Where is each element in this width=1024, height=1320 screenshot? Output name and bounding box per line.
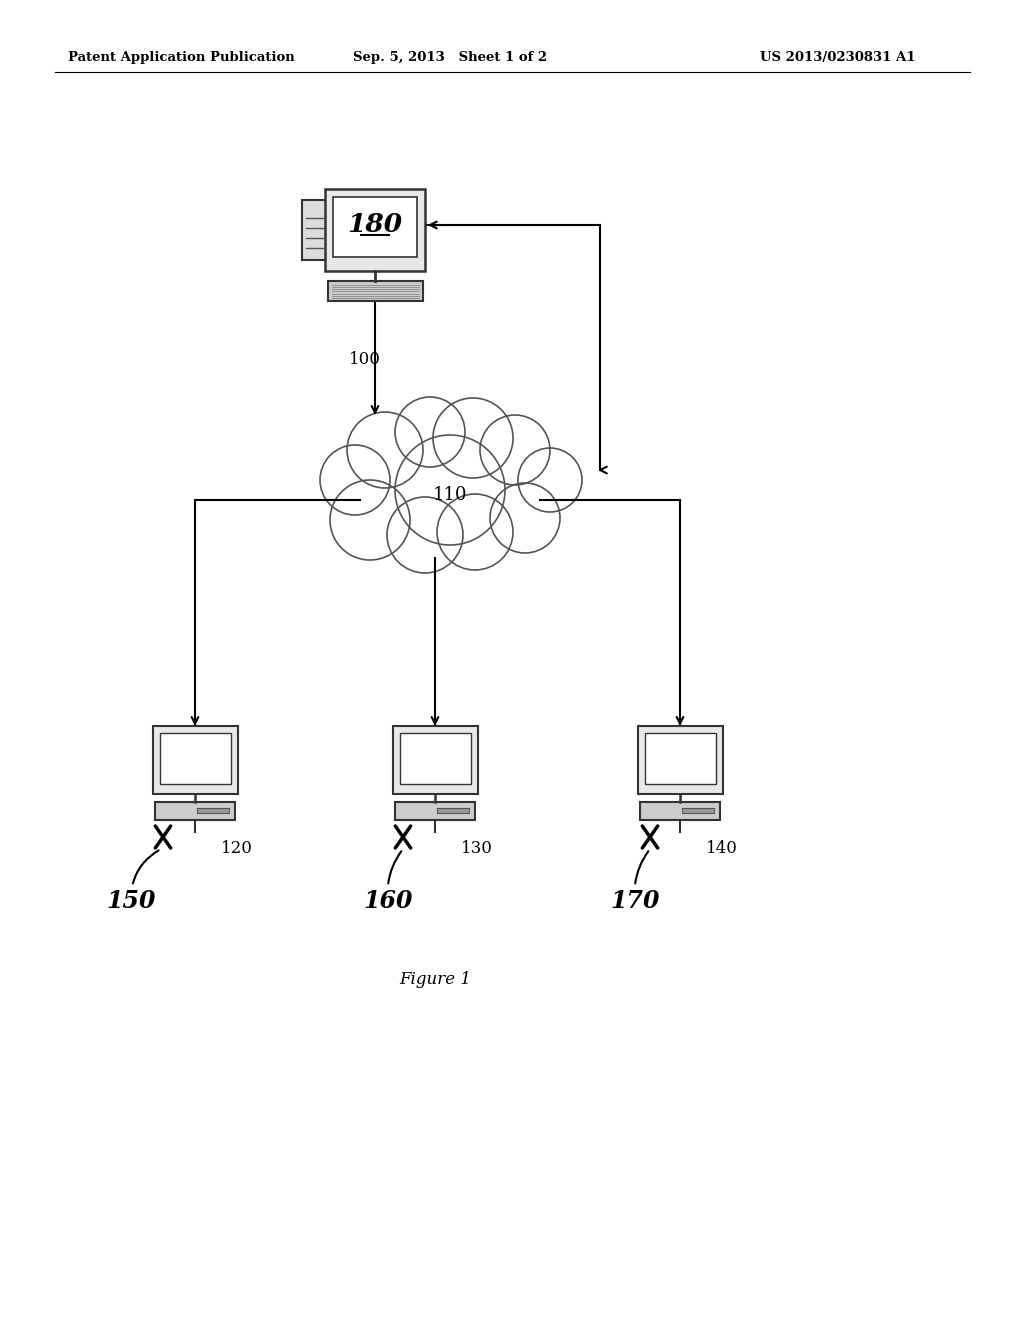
FancyBboxPatch shape bbox=[399, 733, 470, 784]
Text: Figure 1: Figure 1 bbox=[399, 972, 471, 989]
Text: 110: 110 bbox=[433, 486, 467, 504]
Circle shape bbox=[347, 412, 423, 488]
FancyBboxPatch shape bbox=[197, 808, 229, 813]
Circle shape bbox=[395, 436, 505, 545]
FancyBboxPatch shape bbox=[682, 808, 714, 813]
Circle shape bbox=[480, 414, 550, 484]
FancyBboxPatch shape bbox=[333, 197, 417, 257]
FancyBboxPatch shape bbox=[325, 189, 425, 271]
Circle shape bbox=[395, 397, 465, 467]
Text: Patent Application Publication: Patent Application Publication bbox=[68, 50, 295, 63]
FancyBboxPatch shape bbox=[328, 281, 423, 301]
Text: 180: 180 bbox=[347, 213, 402, 238]
FancyBboxPatch shape bbox=[640, 803, 720, 820]
FancyBboxPatch shape bbox=[155, 803, 234, 820]
Circle shape bbox=[319, 445, 390, 515]
FancyBboxPatch shape bbox=[395, 803, 475, 820]
Circle shape bbox=[433, 399, 513, 478]
FancyBboxPatch shape bbox=[302, 201, 328, 260]
Circle shape bbox=[490, 483, 560, 553]
Circle shape bbox=[330, 480, 410, 560]
Circle shape bbox=[518, 447, 582, 512]
FancyBboxPatch shape bbox=[392, 726, 477, 795]
Text: Sep. 5, 2013   Sheet 1 of 2: Sep. 5, 2013 Sheet 1 of 2 bbox=[353, 50, 547, 63]
Text: 140: 140 bbox=[707, 840, 738, 857]
Text: 120: 120 bbox=[221, 840, 253, 857]
FancyBboxPatch shape bbox=[644, 733, 716, 784]
FancyBboxPatch shape bbox=[638, 726, 723, 795]
Circle shape bbox=[437, 494, 513, 570]
Text: 100: 100 bbox=[349, 351, 381, 368]
Circle shape bbox=[387, 498, 463, 573]
FancyBboxPatch shape bbox=[153, 726, 238, 795]
Text: 150: 150 bbox=[106, 850, 159, 913]
Text: US 2013/0230831 A1: US 2013/0230831 A1 bbox=[760, 50, 915, 63]
FancyBboxPatch shape bbox=[160, 733, 230, 784]
Text: 160: 160 bbox=[364, 851, 413, 913]
Text: 130: 130 bbox=[461, 840, 493, 857]
Text: 170: 170 bbox=[610, 851, 659, 913]
FancyBboxPatch shape bbox=[437, 808, 469, 813]
